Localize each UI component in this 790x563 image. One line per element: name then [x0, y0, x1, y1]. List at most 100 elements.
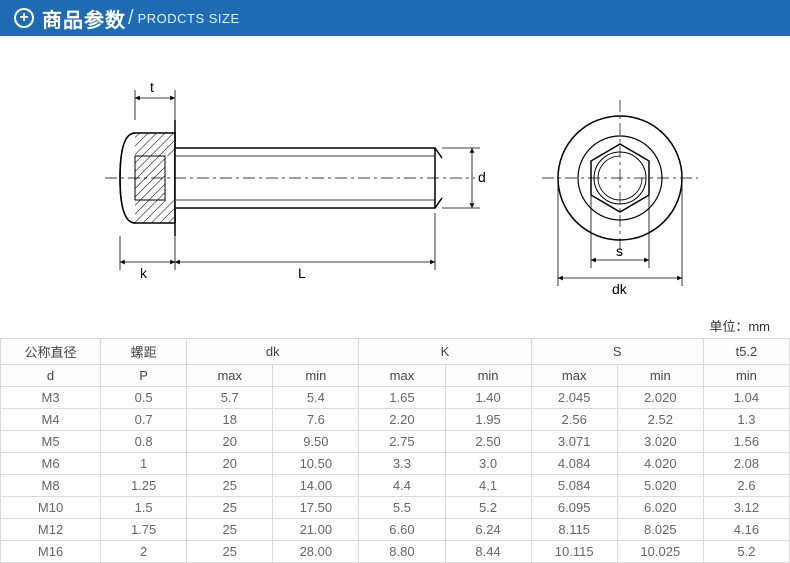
- th-p-sub: P: [101, 365, 187, 387]
- dim-label-L: L: [298, 265, 306, 281]
- table-cell: 2.045: [531, 387, 617, 409]
- table-row: M101.52517.505.55.26.0956.0203.12: [1, 497, 790, 519]
- header-slash: /: [128, 7, 134, 30]
- table-cell: 25: [187, 475, 273, 497]
- dim-label-d: d: [478, 169, 486, 185]
- table-cell: 1.3: [703, 409, 789, 431]
- table-cell: 8.44: [445, 541, 531, 563]
- header-title-cn: 商品参数: [42, 4, 126, 33]
- table-cell: 1.5: [101, 497, 187, 519]
- table-cell: 3.020: [617, 431, 703, 453]
- table-cell: 4.084: [531, 453, 617, 475]
- dim-label-dk: dk: [612, 281, 628, 297]
- table-cell: 8.80: [359, 541, 445, 563]
- plus-icon: +: [14, 8, 34, 28]
- table-cell: M5: [1, 431, 101, 453]
- dim-label-t: t: [150, 79, 154, 95]
- table-cell: 2.6: [703, 475, 789, 497]
- dim-label-s: s: [616, 243, 623, 259]
- th-K-max: max: [359, 365, 445, 387]
- th-d-sub: d: [1, 365, 101, 387]
- table-cell: 2: [101, 541, 187, 563]
- th-dk-min: min: [273, 365, 359, 387]
- table-cell: M8: [1, 475, 101, 497]
- th-K-top: K: [359, 339, 531, 365]
- th-t-top: t5.2: [703, 339, 789, 365]
- table-cell: 3.12: [703, 497, 789, 519]
- th-K-min: min: [445, 365, 531, 387]
- table-cell: 4.020: [617, 453, 703, 475]
- table-cell: 2.08: [703, 453, 789, 475]
- table-row: M30.55.75.41.651.402.0452.0201.04: [1, 387, 790, 409]
- table-cell: 17.50: [273, 497, 359, 519]
- table-cell: 3.0: [445, 453, 531, 475]
- table-cell: 5.084: [531, 475, 617, 497]
- th-p-top: 螺距: [101, 339, 187, 365]
- header-title-en: PRODCTS SIZE: [138, 11, 240, 26]
- table-cell: 2.52: [617, 409, 703, 431]
- table-cell: M3: [1, 387, 101, 409]
- table-cell: 20: [187, 431, 273, 453]
- dim-label-k: k: [140, 265, 148, 281]
- spec-table-head: 公称直径 螺距 dk K S t5.2 d P max min max min …: [1, 339, 790, 387]
- table-cell: 1.25: [101, 475, 187, 497]
- table-row: M612010.503.33.04.0844.0202.08: [1, 453, 790, 475]
- table-cell: 1.04: [703, 387, 789, 409]
- table-cell: 6.020: [617, 497, 703, 519]
- table-cell: 2.50: [445, 431, 531, 453]
- th-t-sub: min: [703, 365, 789, 387]
- table-cell: 10.025: [617, 541, 703, 563]
- table-cell: 0.5: [101, 387, 187, 409]
- spec-table: 公称直径 螺距 dk K S t5.2 d P max min max min …: [0, 338, 790, 563]
- th-S-top: S: [531, 339, 703, 365]
- header-bar: + 商品参数 / PRODCTS SIZE: [0, 0, 790, 36]
- table-row: M50.8209.502.752.503.0713.0201.56: [1, 431, 790, 453]
- th-S-min: min: [617, 365, 703, 387]
- table-cell: 5.7: [187, 387, 273, 409]
- table-cell: M16: [1, 541, 101, 563]
- top-view: s dk: [542, 100, 698, 297]
- spec-table-body: M30.55.75.41.651.402.0452.0201.04M40.718…: [1, 387, 790, 563]
- table-cell: 3.071: [531, 431, 617, 453]
- table-cell: 2.20: [359, 409, 445, 431]
- table-cell: 4.4: [359, 475, 445, 497]
- table-row: M40.7187.62.201.952.562.521.3: [1, 409, 790, 431]
- table-cell: 3.3: [359, 453, 445, 475]
- unit-label: 单位：mm: [0, 316, 790, 338]
- table-cell: 18: [187, 409, 273, 431]
- table-row: M81.252514.004.44.15.0845.0202.6: [1, 475, 790, 497]
- table-cell: 9.50: [273, 431, 359, 453]
- th-S-max: max: [531, 365, 617, 387]
- table-cell: 6.095: [531, 497, 617, 519]
- table-cell: 2.020: [617, 387, 703, 409]
- table-cell: 1.95: [445, 409, 531, 431]
- table-cell: 1.40: [445, 387, 531, 409]
- side-view: t k L d: [105, 79, 486, 281]
- th-d-top: 公称直径: [1, 339, 101, 365]
- table-cell: 5.020: [617, 475, 703, 497]
- table-cell: 4.1: [445, 475, 531, 497]
- diagram-area: t k L d: [0, 36, 790, 316]
- table-cell: M6: [1, 453, 101, 475]
- table-cell: M10: [1, 497, 101, 519]
- table-cell: 1: [101, 453, 187, 475]
- table-cell: 20: [187, 453, 273, 475]
- table-cell: 7.6: [273, 409, 359, 431]
- th-dk-top: dk: [187, 339, 359, 365]
- table-cell: 14.00: [273, 475, 359, 497]
- table-cell: 2.75: [359, 431, 445, 453]
- table-cell: 1.56: [703, 431, 789, 453]
- table-cell: 28.00: [273, 541, 359, 563]
- table-row: M1622528.008.808.4410.11510.0255.2: [1, 541, 790, 563]
- table-cell: 10.50: [273, 453, 359, 475]
- table-cell: 5.2: [445, 497, 531, 519]
- table-cell: 0.7: [101, 409, 187, 431]
- table-cell: 5.5: [359, 497, 445, 519]
- table-cell: M4: [1, 409, 101, 431]
- table-cell: 5.4: [273, 387, 359, 409]
- table-cell: 1.65: [359, 387, 445, 409]
- table-cell: 25: [187, 497, 273, 519]
- technical-diagram: t k L d: [80, 48, 760, 308]
- th-dk-max: max: [187, 365, 273, 387]
- table-cell: 2.56: [531, 409, 617, 431]
